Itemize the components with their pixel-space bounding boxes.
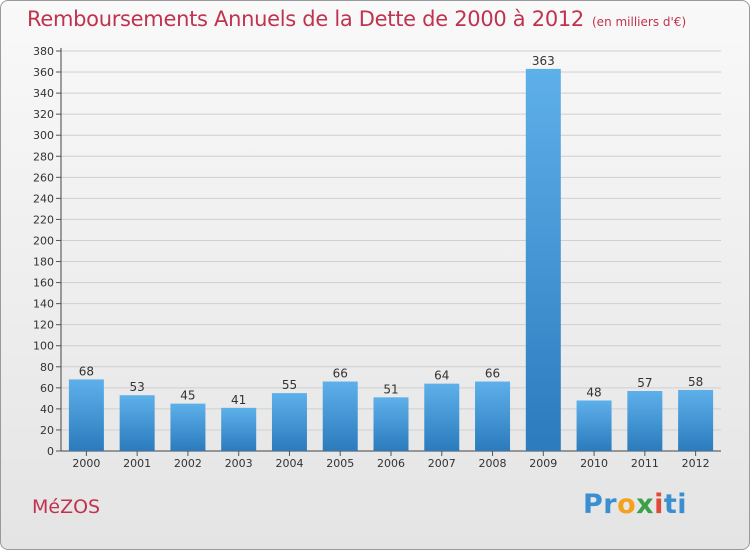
x-tick-label: 2005	[326, 457, 354, 470]
bars	[68, 68, 714, 451]
y-tick-label: 40	[40, 403, 54, 416]
data-label: 66	[485, 367, 500, 381]
x-tick-label: 2002	[174, 457, 202, 470]
x-tick-label: 2004	[275, 457, 303, 470]
data-label: 48	[586, 385, 601, 399]
bar	[221, 407, 257, 451]
data-label: 363	[532, 54, 555, 68]
data-label: 51	[383, 382, 398, 396]
x-tick-label: 2012	[682, 457, 710, 470]
x-tick-label: 2000	[72, 457, 100, 470]
data-label: 66	[333, 367, 348, 381]
x-tick-label: 2007	[428, 457, 456, 470]
x-tick-label: 2001	[123, 457, 151, 470]
data-label: 41	[231, 393, 246, 407]
data-label: 64	[434, 369, 449, 383]
bar	[322, 381, 358, 451]
y-tick-label: 100	[33, 340, 54, 353]
x-tick-label: 2011	[631, 457, 659, 470]
y-tick-label: 260	[33, 171, 54, 184]
title-text: Remboursements Annuels de la Dette de 20…	[27, 7, 584, 31]
grid-lines	[61, 50, 721, 431]
proxiti-logo: Proxiti	[583, 489, 687, 520]
y-tick-label: 80	[40, 361, 54, 374]
y-tick-label: 60	[40, 382, 54, 395]
data-label: 57	[637, 376, 652, 390]
unit-label: (en milliers d'€)	[592, 15, 687, 29]
bar	[525, 68, 561, 451]
bar	[424, 383, 460, 451]
y-tick-label: 120	[33, 319, 54, 332]
bar	[170, 403, 206, 451]
bar	[119, 395, 155, 451]
data-label: 53	[130, 380, 145, 394]
bar	[627, 391, 663, 451]
data-label: 55	[282, 378, 297, 392]
y-tick-label: 0	[47, 445, 54, 458]
y-tick-label: 180	[33, 256, 54, 269]
x-tick-label: 2009	[529, 457, 557, 470]
y-tick-label: 340	[33, 87, 54, 100]
labels: 0 20 40 60 80 100 120 140 160 180 200 220 240 260 280 3…	[33, 45, 710, 470]
y-tick-label: 220	[33, 213, 54, 226]
y-tick-label: 20	[40, 424, 54, 437]
x-tick-label: 2006	[377, 457, 405, 470]
chart-title: Remboursements Annuels de la Dette de 20…	[27, 7, 686, 31]
y-tick-label: 160	[33, 277, 54, 290]
y-tick-label: 200	[33, 234, 54, 247]
bar	[373, 397, 409, 451]
logo-part: i	[654, 489, 664, 520]
x-tick-label: 2003	[225, 457, 253, 470]
bar	[271, 393, 307, 451]
y-tick-label: 380	[33, 45, 54, 58]
x-tick-label: 2010	[580, 457, 608, 470]
data-label: 58	[688, 375, 703, 389]
x-tick-label: 2008	[479, 457, 507, 470]
y-tick-label: 320	[33, 108, 54, 121]
bar	[475, 381, 511, 451]
y-tick-label: 280	[33, 150, 54, 163]
y-tick-label: 240	[33, 192, 54, 205]
logo-part: ti	[663, 489, 688, 520]
commune-name: MéZOS	[32, 496, 101, 518]
y-tick-label: 360	[33, 66, 54, 79]
bar	[68, 379, 104, 451]
y-tick-label: 300	[33, 129, 54, 142]
bar	[678, 389, 714, 451]
data-label: 45	[180, 389, 195, 403]
data-label: 68	[79, 364, 94, 378]
logo-part: o	[617, 489, 637, 520]
logo-part: Pr	[583, 489, 618, 520]
y-tick-label: 140	[33, 298, 54, 311]
bar	[576, 400, 612, 451]
logo-part: x	[636, 489, 655, 520]
